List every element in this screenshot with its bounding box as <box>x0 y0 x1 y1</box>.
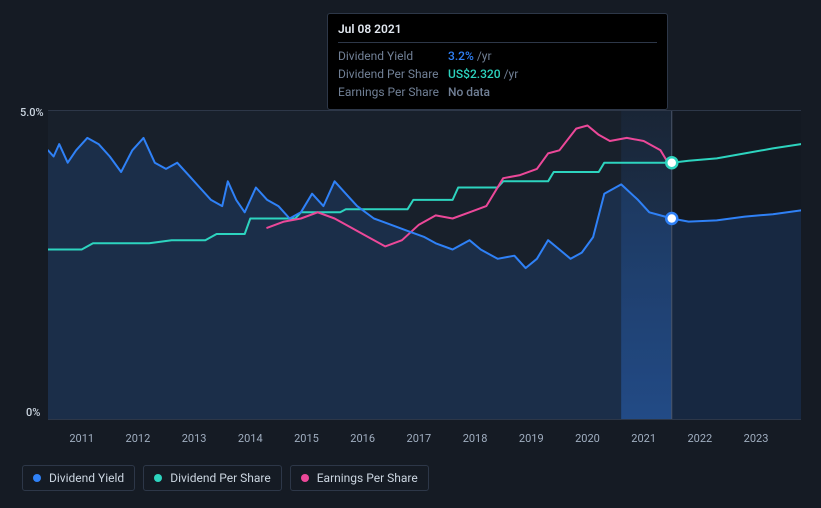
x-axis-tick: 2023 <box>744 432 769 445</box>
tooltip-date: Jul 08 2021 <box>338 22 657 43</box>
x-axis-tick: 2019 <box>519 432 544 445</box>
legend-label: Earnings Per Share <box>317 471 418 485</box>
tooltip-row: Dividend Yield3.2%/yr <box>338 47 657 65</box>
x-axis-tick: 2021 <box>631 432 656 445</box>
tooltip-row: Earnings Per ShareNo data <box>338 83 657 101</box>
x-axis-tick: 2017 <box>407 432 432 445</box>
y-axis-min: 0% <box>26 406 40 419</box>
x-axis-tick: 2016 <box>350 432 375 445</box>
tooltip-row-value: No data <box>448 85 490 99</box>
legend-dot-icon <box>33 474 41 482</box>
x-axis-tick: 2013 <box>182 432 207 445</box>
legend-dot-icon <box>301 474 309 482</box>
tooltip-row-value: US$2.320 <box>448 67 501 81</box>
tooltip-row-label: Dividend Per Share <box>338 67 448 81</box>
x-axis-tick: 2022 <box>687 432 712 445</box>
y-axis-max: 5.0% <box>20 106 44 119</box>
x-axis-tick: 2012 <box>126 432 151 445</box>
chart-tooltip: Jul 08 2021 Dividend Yield3.2%/yrDividen… <box>327 13 668 110</box>
chart-legend: Dividend Yield Dividend Per Share Earnin… <box>22 465 429 491</box>
x-axis-tick: 2011 <box>69 432 94 445</box>
legend-label: Dividend Yield <box>49 471 124 485</box>
chart-plot <box>48 110 801 420</box>
tooltip-row-unit: /yr <box>477 49 492 63</box>
tooltip-row-value: 3.2% <box>448 49 474 63</box>
tooltip-row-unit: /yr <box>504 67 519 81</box>
x-axis-tick: 2020 <box>575 432 600 445</box>
tooltip-row-label: Dividend Yield <box>338 49 448 63</box>
legend-dot-icon <box>154 474 162 482</box>
x-axis-tick: 2018 <box>463 432 488 445</box>
x-axis-tick: 2014 <box>238 432 263 445</box>
legend-item-dividend-yield[interactable]: Dividend Yield <box>22 465 135 491</box>
legend-item-earnings-per-share[interactable]: Earnings Per Share <box>290 465 429 491</box>
tooltip-row: Dividend Per ShareUS$2.320/yr <box>338 65 657 83</box>
legend-item-dividend-per-share[interactable]: Dividend Per Share <box>143 465 282 491</box>
tooltip-row-label: Earnings Per Share <box>338 85 448 99</box>
legend-label: Dividend Per Share <box>170 471 271 485</box>
x-axis-tick: 2015 <box>294 432 319 445</box>
